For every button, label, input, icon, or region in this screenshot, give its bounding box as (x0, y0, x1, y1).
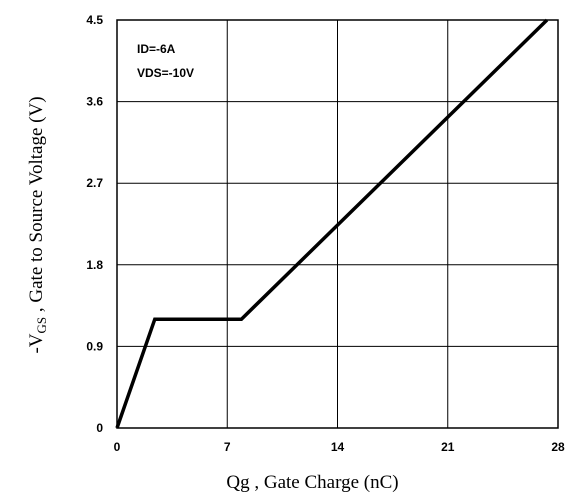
y-axis-title-prefix: -V (26, 333, 47, 353)
y-tick-label: 4.5 (86, 13, 103, 27)
y-tick-labels: 0 0.9 1.8 2.7 3.6 4.5 (86, 13, 103, 435)
series-line (115, 18, 549, 429)
annotation-vds: VDS=-10V (137, 66, 194, 80)
y-tick-label: 1.8 (86, 258, 103, 272)
x-tick-label: 21 (441, 440, 455, 454)
y-tick-label: 0.9 (86, 339, 103, 353)
y-tick-label: 0 (96, 421, 103, 435)
y-axis-title-rest: , Gate to Source Voltage (V) (26, 96, 47, 316)
plot-frame (116, 19, 559, 429)
y-axis-title-subscript: GS (34, 317, 49, 334)
x-tick-labels: 0 7 14 21 28 (114, 440, 565, 454)
x-tick-label: 7 (224, 440, 231, 454)
x-axis-title: Qg , Gate Charge (nC) (226, 472, 398, 493)
x-tick-label: 28 (551, 440, 565, 454)
annotation-id: ID=-6A (137, 42, 176, 56)
x-tick-label: 0 (114, 440, 121, 454)
y-axis-title: -VGS , Gate to Source Voltage (V) (26, 96, 49, 353)
x-tick-label: 14 (331, 440, 345, 454)
y-tick-label: 2.7 (86, 176, 103, 190)
y-tick-label: 3.6 (86, 95, 103, 109)
